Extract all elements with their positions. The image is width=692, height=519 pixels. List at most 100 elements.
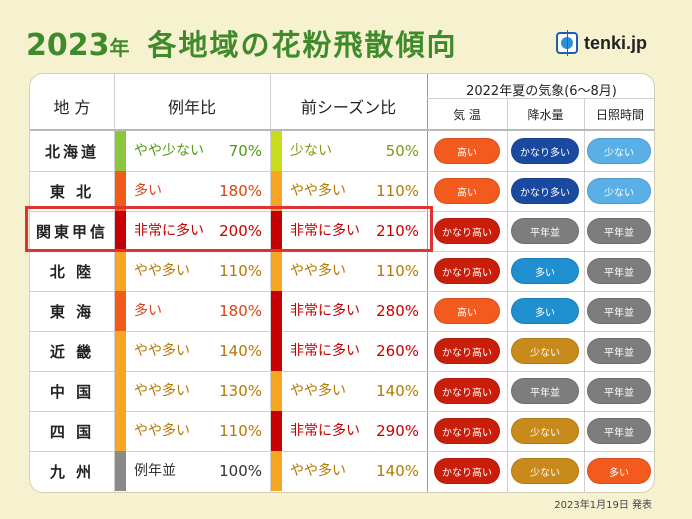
prev-percent: 50% bbox=[385, 142, 419, 160]
region-name: 北 陸 bbox=[49, 262, 95, 281]
avg-level-label: やや少ない bbox=[134, 143, 204, 159]
avg-level-stripe bbox=[115, 451, 126, 491]
row-divider bbox=[30, 171, 654, 172]
header-ratio-prev: 前シーズン比 bbox=[300, 98, 397, 117]
prev-level-stripe bbox=[271, 331, 282, 371]
temp-pill: かなり高い bbox=[434, 378, 500, 404]
table-row: 北海道 やや少ない 70% 少ない 50% 高い かなり多い 少ない bbox=[30, 131, 654, 171]
table-row: 近 畿 やや多い 140% 非常に多い 260% かなり高い 少ない 平年並 bbox=[30, 331, 654, 371]
prev-level-stripe bbox=[271, 211, 282, 251]
rain-pill: 平年並 bbox=[511, 218, 579, 244]
table-row: 四 国 やや多い 110% 非常に多い 290% かなり高い 少ない 平年並 bbox=[30, 411, 654, 451]
prev-level-label: 非常に多い bbox=[290, 223, 360, 239]
avg-percent: 200% bbox=[219, 222, 262, 240]
region-name: 近 畿 bbox=[49, 342, 95, 361]
row-divider bbox=[30, 331, 654, 332]
region-name: 東 北 bbox=[49, 182, 95, 201]
avg-level-stripe bbox=[115, 331, 126, 371]
title-main: 各地域の花粉飛散傾向 bbox=[147, 28, 458, 62]
prev-percent: 140% bbox=[376, 462, 419, 480]
prev-percent: 260% bbox=[376, 342, 419, 360]
prev-level-stripe bbox=[271, 411, 282, 451]
divider bbox=[427, 74, 428, 492]
region-name: 東 海 bbox=[49, 302, 95, 321]
prev-percent: 280% bbox=[376, 302, 419, 320]
sun-pill: 多い bbox=[587, 458, 651, 484]
avg-percent: 110% bbox=[219, 262, 262, 280]
temp-pill: 高い bbox=[434, 298, 500, 324]
avg-percent: 130% bbox=[219, 382, 262, 400]
rain-pill: 平年並 bbox=[511, 378, 579, 404]
logo-text: tenki.jp bbox=[584, 32, 648, 53]
temp-pill: かなり高い bbox=[434, 418, 500, 444]
region-name: 関東甲信 bbox=[35, 222, 108, 241]
prev-level-label: やや多い bbox=[290, 463, 346, 479]
divider bbox=[270, 74, 271, 492]
avg-level-label: 非常に多い bbox=[134, 223, 204, 239]
avg-level-stripe bbox=[115, 131, 126, 171]
title-year-suffix: 年 bbox=[109, 36, 130, 60]
region-name: 中 国 bbox=[49, 382, 95, 401]
page-title: 2023 年 各地域の花粉飛散傾向 bbox=[26, 22, 458, 63]
sun-pill: 平年並 bbox=[587, 218, 651, 244]
sun-pill: 平年並 bbox=[587, 338, 651, 364]
prev-level-stripe bbox=[271, 171, 282, 211]
divider bbox=[507, 98, 508, 492]
header-rain: 降水量 bbox=[527, 108, 564, 122]
avg-percent: 110% bbox=[219, 422, 262, 440]
prev-percent: 140% bbox=[376, 382, 419, 400]
avg-level-label: 例年並 bbox=[134, 463, 176, 479]
avg-level-stripe bbox=[115, 411, 126, 451]
sun-pill: 平年並 bbox=[587, 378, 651, 404]
avg-percent: 100% bbox=[219, 462, 262, 480]
rain-pill: 少ない bbox=[511, 458, 579, 484]
avg-level-label: やや多い bbox=[134, 423, 190, 439]
prev-percent: 110% bbox=[376, 262, 419, 280]
region-name: 北海道 bbox=[44, 142, 99, 161]
divider bbox=[584, 98, 585, 492]
avg-level-label: 多い bbox=[134, 303, 162, 319]
temp-pill: かなり高い bbox=[434, 218, 500, 244]
avg-percent: 140% bbox=[219, 342, 262, 360]
sun-pill: 少ない bbox=[587, 138, 651, 164]
sun-pill: 平年並 bbox=[587, 258, 651, 284]
header-sun: 日照時間 bbox=[595, 108, 644, 122]
tenki-logo: tenki.jp bbox=[556, 30, 648, 56]
prev-level-label: 非常に多い bbox=[290, 423, 360, 439]
rain-pill: 少ない bbox=[511, 338, 579, 364]
prev-level-label: 少ない bbox=[290, 143, 332, 159]
row-divider bbox=[30, 371, 654, 372]
temp-pill: かなり高い bbox=[434, 458, 500, 484]
title-year: 2023 bbox=[26, 28, 110, 63]
header-divider bbox=[30, 129, 654, 131]
sun-pill: 平年並 bbox=[587, 298, 651, 324]
rain-pill: 多い bbox=[511, 298, 579, 324]
prev-level-stripe bbox=[271, 291, 282, 331]
region-name: 四 国 bbox=[49, 422, 95, 441]
prev-level-stripe bbox=[271, 131, 282, 171]
prev-percent: 110% bbox=[376, 182, 419, 200]
table-row: 中 国やや多い 130% やや多い 140% かなり高い 平年並 平年並 bbox=[30, 371, 654, 411]
prev-level-stripe bbox=[271, 371, 282, 411]
header-summer-weather: 2022年夏の気象(6～8月) bbox=[466, 84, 617, 99]
avg-level-stripe bbox=[115, 291, 126, 331]
row-divider bbox=[30, 211, 654, 212]
table-row: 北 陸 やや多い 110% やや多い 110% かなり高い 多い 平年並 bbox=[30, 251, 654, 291]
avg-level-label: 多い bbox=[134, 183, 162, 199]
sun-pill: 平年並 bbox=[587, 418, 651, 444]
prev-level-label: やや多い bbox=[290, 263, 346, 279]
pollen-table: 地 方 例年比 前シーズン比 2022年夏の気象(6～8月) 気 温 降水量 日… bbox=[29, 73, 655, 493]
row-divider bbox=[30, 451, 654, 452]
avg-level-stripe bbox=[115, 251, 126, 291]
tenki-logo-icon bbox=[556, 30, 578, 56]
rain-pill: かなり多い bbox=[511, 178, 579, 204]
avg-level-stripe bbox=[115, 371, 126, 411]
prev-level-stripe bbox=[271, 251, 282, 291]
table-row: 東 北 多い 180% やや多い 110% 高い かなり多い 少ない bbox=[30, 171, 654, 211]
row-divider bbox=[30, 291, 654, 292]
avg-level-stripe bbox=[115, 171, 126, 211]
avg-percent: 180% bbox=[219, 182, 262, 200]
rain-pill: 少ない bbox=[511, 418, 579, 444]
temp-pill: かなり高い bbox=[434, 338, 500, 364]
avg-level-label: やや多い bbox=[134, 263, 190, 279]
